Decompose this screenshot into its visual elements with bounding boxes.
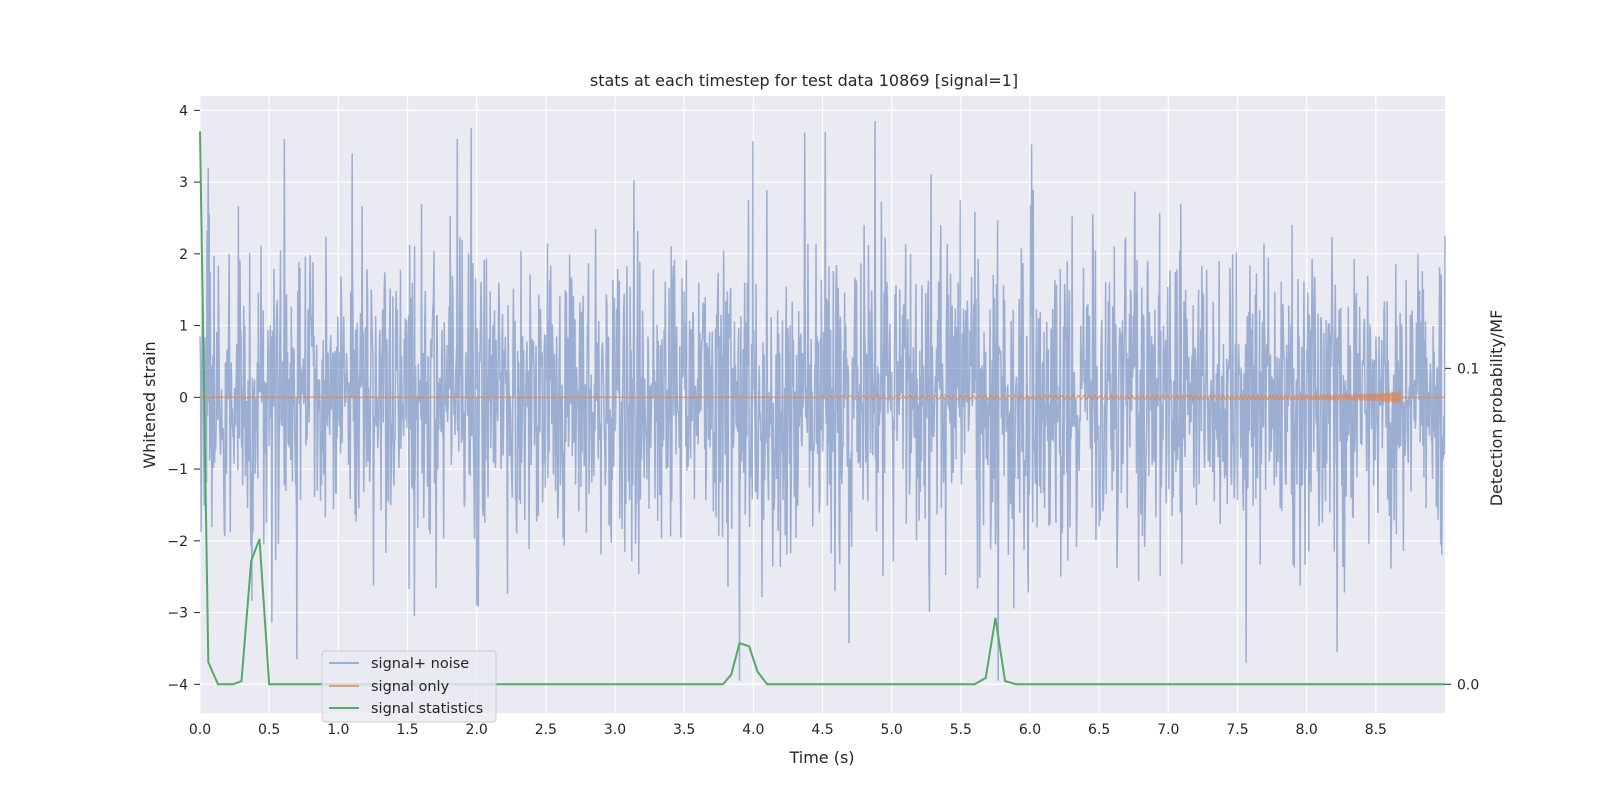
x-tick-label: 2.0 [466, 722, 488, 738]
x-tick-label: 0.5 [258, 722, 280, 738]
y-tick-label: −1 [167, 462, 188, 478]
y2-tick-label: 0.0 [1457, 677, 1479, 693]
y-tick-label: 4 [179, 103, 188, 119]
x-tick-label: 3.0 [604, 722, 626, 738]
x-tick-label: 5.5 [950, 722, 972, 738]
legend-label-signal-noise: signal+ noise [371, 656, 469, 672]
y-tick-label: 1 [179, 319, 188, 335]
y2-axis-label: Detection probability/MF [1487, 310, 1506, 507]
y-tick-label: −3 [167, 606, 188, 622]
x-tick-label: 2.5 [535, 722, 557, 738]
x-axis-label: Time (s) [788, 748, 854, 767]
x-tick-label: 8.5 [1365, 722, 1387, 738]
legend: signal+ noise signal only signal statist… [321, 650, 497, 723]
x-tick-label: 6.0 [1019, 722, 1041, 738]
y-axis-label: Whitened strain [140, 341, 159, 468]
x-tick-label: 4.0 [742, 722, 764, 738]
x-tick-label: 0.0 [189, 722, 211, 738]
chart-title: stats at each timestep for test data 108… [590, 71, 1018, 90]
y-tick-label: −2 [167, 534, 188, 550]
tick-labels: 0.0 0.5 1.0 1.5 2.0 2.5 3.0 3.5 4.0 4.5 5.0 5.5 6.0 6… [167, 103, 1479, 738]
y-tick-label: 2 [179, 247, 188, 263]
legend-label-signal-statistics: signal statistics [371, 701, 483, 717]
x-tick-label: 3.5 [673, 722, 695, 738]
legend-box [321, 650, 497, 723]
legend-label-signal-only: signal only [371, 679, 450, 695]
series-signal-statistics-line [199, 131, 1445, 686]
series-layer [199, 121, 1446, 686]
x-tick-label: 1.5 [396, 722, 418, 738]
series-signal-noise-line [199, 121, 1446, 681]
x-tick-label: 4.5 [811, 722, 833, 738]
y-tick-label: 3 [179, 175, 188, 191]
series-signal-only-line [199, 389, 1445, 405]
y-tick-label: −4 [167, 677, 188, 693]
x-tick-label: 6.5 [1088, 722, 1110, 738]
x-tick-label: 1.0 [327, 722, 349, 738]
x-tick-label: 7.5 [1226, 722, 1248, 738]
x-tick-label: 8.0 [1296, 722, 1318, 738]
x-tick-label: 7.0 [1157, 722, 1179, 738]
x-tick-label: 5.0 [881, 722, 903, 738]
y2-tick-label: 0.1 [1457, 361, 1479, 377]
y-tick-label: 0 [179, 390, 188, 406]
